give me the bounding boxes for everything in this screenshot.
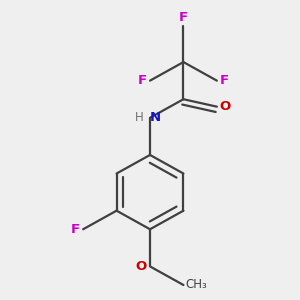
Text: O: O: [136, 260, 147, 273]
Text: CH₃: CH₃: [185, 278, 207, 292]
Text: N: N: [150, 111, 161, 124]
Text: O: O: [220, 100, 231, 113]
Text: F: F: [179, 11, 188, 24]
Text: F: F: [220, 74, 229, 87]
Text: F: F: [71, 223, 80, 236]
Text: F: F: [138, 74, 147, 87]
Text: H: H: [135, 111, 144, 124]
